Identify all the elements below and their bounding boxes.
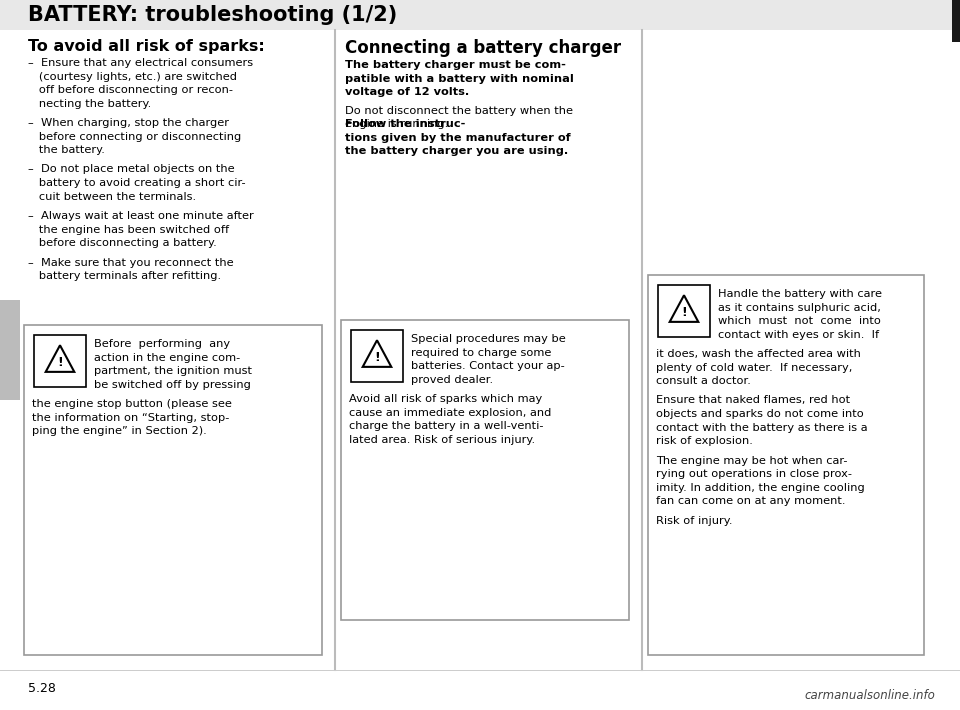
Text: !: ! <box>374 351 380 364</box>
Text: The engine may be hot when car-
rying out operations in close prox-
imity. In ad: The engine may be hot when car- rying ou… <box>656 456 865 506</box>
Text: Before  performing  any
action in the engine com-
partment, the ignition must
be: Before performing any action in the engi… <box>94 339 252 390</box>
Text: Avoid all risk of sparks which may
cause an immediate explosion, and
charge the : Avoid all risk of sparks which may cause… <box>349 394 551 444</box>
Bar <box>24 325 322 655</box>
Bar <box>952 0 960 42</box>
Text: To avoid all risk of sparks:: To avoid all risk of sparks: <box>28 39 265 54</box>
Bar <box>351 330 403 382</box>
Text: BATTERY: troubleshooting (1/2): BATTERY: troubleshooting (1/2) <box>28 5 397 25</box>
Text: !: ! <box>58 356 62 369</box>
Text: Risk of injury.: Risk of injury. <box>656 515 732 525</box>
Bar <box>648 275 924 655</box>
Text: –  When charging, stop the charger
   before connecting or disconnecting
   the : – When charging, stop the charger before… <box>28 118 241 155</box>
Text: Connecting a battery charger: Connecting a battery charger <box>345 39 621 57</box>
Text: –  Make sure that you reconnect the
   battery terminals after refitting.: – Make sure that you reconnect the batte… <box>28 258 233 281</box>
Text: Do not disconnect the battery when the
engine is running.: Do not disconnect the battery when the e… <box>345 106 573 129</box>
Text: Ensure that naked flames, red hot
objects and sparks do not come into
contact wi: Ensure that naked flames, red hot object… <box>656 395 868 447</box>
Text: The battery charger must be com-
patible with a battery with nominal
voltage of : The battery charger must be com- patible… <box>345 60 574 97</box>
Text: Special procedures may be
required to charge some
batteries. Contact your ap-
pr: Special procedures may be required to ch… <box>411 334 565 385</box>
Text: –  Do not place metal objects on the
   battery to avoid creating a short cir-
 : – Do not place metal objects on the batt… <box>28 165 246 202</box>
Text: carmanualsonline.info: carmanualsonline.info <box>804 689 935 702</box>
Text: the engine stop button (please see
the information on “Starting, stop-
ping the : the engine stop button (please see the i… <box>32 399 232 436</box>
Text: Handle the battery with care
as it contains sulphuric acid,
which  must  not  co: Handle the battery with care as it conta… <box>718 289 882 340</box>
Text: 5.28: 5.28 <box>28 682 56 694</box>
Bar <box>341 320 629 620</box>
Bar <box>658 285 710 337</box>
Bar <box>0 300 20 400</box>
Text: Follow the instruc-
tions given by the manufacturer of
the battery charger you a: Follow the instruc- tions given by the m… <box>345 119 570 156</box>
Text: !: ! <box>682 306 686 319</box>
Text: it does, wash the affected area with
plenty of cold water.  If necessary,
consul: it does, wash the affected area with ple… <box>656 349 861 386</box>
Bar <box>34 335 86 387</box>
Bar <box>0 0 960 30</box>
Text: –  Always wait at least one minute after
   the engine has been switched off
   : – Always wait at least one minute after … <box>28 211 253 248</box>
Text: –  Ensure that any electrical consumers
   (courtesy lights, etc.) are switched
: – Ensure that any electrical consumers (… <box>28 58 253 109</box>
